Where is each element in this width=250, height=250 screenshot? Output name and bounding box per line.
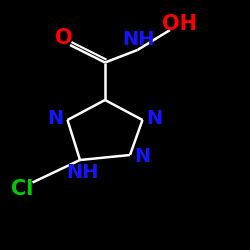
- Text: NH: NH: [122, 30, 155, 50]
- Text: N: N: [48, 109, 64, 128]
- Text: NH: NH: [66, 163, 99, 182]
- Text: N: N: [134, 147, 150, 166]
- Text: OH: OH: [162, 14, 197, 34]
- Text: N: N: [146, 109, 162, 128]
- Text: O: O: [55, 28, 72, 48]
- Text: Cl: Cl: [11, 179, 34, 199]
